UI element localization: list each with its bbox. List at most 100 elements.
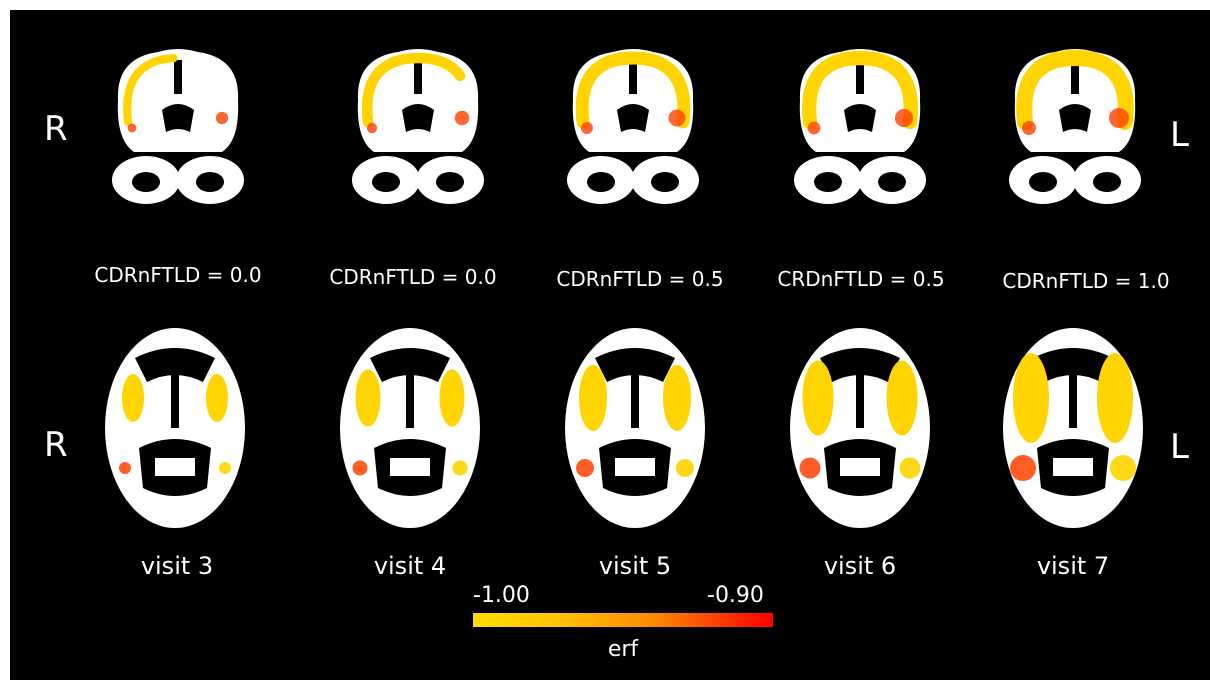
activation-overlay <box>1013 353 1049 443</box>
cavity <box>1029 172 1057 192</box>
activation-overlay <box>366 122 378 134</box>
midline <box>631 368 639 428</box>
activation-overlay <box>355 369 381 427</box>
activation-overlay <box>219 462 231 474</box>
activation-overlay <box>1109 108 1129 128</box>
midline <box>171 368 179 428</box>
orientation-left-label-bottom: L <box>1170 427 1189 467</box>
cavity <box>651 172 679 192</box>
colorbar <box>473 613 773 627</box>
ventricle <box>844 104 876 132</box>
midline <box>856 368 864 428</box>
cavity <box>370 348 450 382</box>
ventricle <box>402 104 434 132</box>
visit-label: visit 5 <box>598 552 672 580</box>
cavity <box>1033 348 1113 382</box>
midline <box>1069 368 1077 428</box>
cavity <box>196 172 224 192</box>
ventricle <box>617 104 649 132</box>
activation-overlay <box>439 369 465 427</box>
activation-overlay <box>1010 455 1036 481</box>
activation-overlay <box>581 122 593 134</box>
visit-label: visit 4 <box>373 552 447 580</box>
brainstem <box>840 458 880 476</box>
orientation-left-label-top: L <box>1170 115 1189 155</box>
activation-overlay <box>807 121 821 135</box>
midline-fissure <box>856 60 864 94</box>
activation-overlay <box>576 459 594 477</box>
activation-overlay <box>206 374 228 422</box>
activation-overlay <box>668 109 686 127</box>
brain-cerebrum <box>799 49 921 152</box>
brain-cerebrum <box>572 49 694 152</box>
figure-panel: R L R L CDRnFTLD = 0.0 CDRnFTLD = 0.0 CD… <box>10 10 1210 680</box>
colorbar-max-label: -0.90 <box>707 583 764 608</box>
activation-overlay <box>663 365 691 431</box>
cavity <box>1093 172 1121 192</box>
axial-slice <box>555 318 715 533</box>
coronal-slice <box>338 40 498 210</box>
cdr-label: CDRnFTLD = 1.0 <box>1002 269 1170 293</box>
activation-overlay <box>215 111 229 125</box>
cavity <box>135 348 215 382</box>
activation-overlay <box>119 462 131 474</box>
axial-slice <box>95 318 255 533</box>
cavity <box>878 172 906 192</box>
axial-slice <box>993 318 1153 533</box>
cdr-label: CDRnFTLD = 0.0 <box>329 265 497 289</box>
cavity <box>820 348 900 382</box>
activation-overlay <box>123 53 233 127</box>
midline-fissure <box>174 60 182 94</box>
brain-cerebrum <box>357 49 479 152</box>
colorbar-name: erf <box>607 637 639 662</box>
midline-fissure <box>1071 60 1079 94</box>
visit-label: visit 6 <box>823 552 897 580</box>
cavity <box>814 172 842 192</box>
cavity <box>372 172 400 192</box>
coronal-slice <box>995 40 1155 210</box>
cavity <box>587 172 615 192</box>
brainstem <box>155 458 195 476</box>
axial-slice <box>330 318 490 533</box>
brain-cerebrum <box>117 49 239 152</box>
ventricle <box>162 104 194 132</box>
brainstem <box>390 458 430 476</box>
cdr-label: CRDnFTLD = 0.5 <box>777 267 945 291</box>
ventricle <box>1059 104 1091 132</box>
activation-overlay <box>454 110 470 126</box>
activation-overlay <box>802 360 834 436</box>
cavity <box>132 172 160 192</box>
activation-overlay <box>802 50 918 130</box>
activation-overlay <box>127 123 137 133</box>
activation-overlay <box>1016 50 1134 130</box>
visit-label: visit 7 <box>1036 552 1110 580</box>
brainstem <box>615 458 655 476</box>
activation-overlay <box>579 365 607 431</box>
activation-overlay <box>676 459 694 477</box>
coronal-slice <box>98 40 258 210</box>
activation-overlay <box>352 460 368 476</box>
activation-overlay <box>122 374 144 422</box>
brain-cerebrum <box>1014 49 1136 152</box>
brainstem <box>1053 458 1093 476</box>
axial-slice <box>780 318 940 533</box>
activation-overlay <box>899 457 921 479</box>
midline-fissure <box>629 60 637 94</box>
activation-overlay <box>1097 353 1133 443</box>
cavity <box>436 172 464 192</box>
midline <box>406 368 414 428</box>
activation-overlay <box>894 108 914 128</box>
cavity <box>595 348 675 382</box>
activation-overlay <box>799 457 821 479</box>
cdr-label: CDRnFTLD = 0.0 <box>94 263 262 287</box>
orientation-right-label-top: R <box>44 109 68 149</box>
activation-overlay <box>1110 455 1136 481</box>
coronal-slice <box>553 40 713 210</box>
activation-overlay <box>575 51 691 129</box>
visit-label: visit 3 <box>140 552 214 580</box>
orientation-right-label-bottom: R <box>44 425 68 465</box>
coronal-slice <box>780 40 940 210</box>
activation-overlay <box>361 52 475 128</box>
midline-fissure <box>414 60 422 94</box>
cdr-label: CDRnFTLD = 0.5 <box>556 267 724 291</box>
